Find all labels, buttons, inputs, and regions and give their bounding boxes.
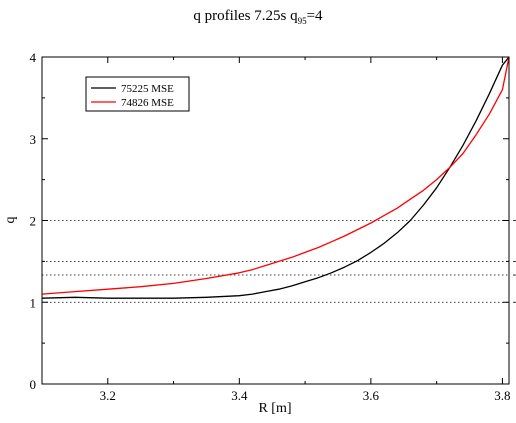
legend-box [85, 76, 190, 112]
chart-title-suffix: =4 [307, 8, 323, 24]
axis-tick-labels: 3.2 3.4 3.6 3.8 0 1 2 3 4 [30, 50, 511, 403]
legend: 75225 MSE 74826 MSE [85, 76, 190, 112]
chart-title-subscript: 95 [298, 16, 308, 26]
y-axis-label: q [3, 217, 18, 224]
y-tick-label: 3 [30, 132, 37, 147]
x-tick-label: 3.6 [363, 388, 380, 403]
x-tick-label: 3.2 [100, 388, 116, 403]
x-tick-label: 3.4 [231, 388, 248, 403]
chart-title: q profiles 7.25s q95=4 [193, 8, 323, 26]
y-tick-label: 2 [30, 214, 37, 229]
series-layer [41, 56, 510, 299]
y-tick-label: 1 [30, 295, 37, 310]
series-line-75225 [41, 56, 510, 299]
legend-label-75225: 75225 MSE [121, 83, 174, 95]
y-tick-label: 4 [30, 50, 37, 65]
series-line-74826 [41, 56, 510, 295]
axis-ticks [41, 56, 509, 385]
y-tick-label: 0 [30, 377, 37, 392]
x-tick-label: 3.8 [494, 388, 510, 403]
chart-title-main: q profiles 7.25s q [193, 8, 298, 24]
legend-label-74826: 74826 MSE [121, 97, 174, 109]
x-axis-label: R [m] [258, 401, 291, 416]
